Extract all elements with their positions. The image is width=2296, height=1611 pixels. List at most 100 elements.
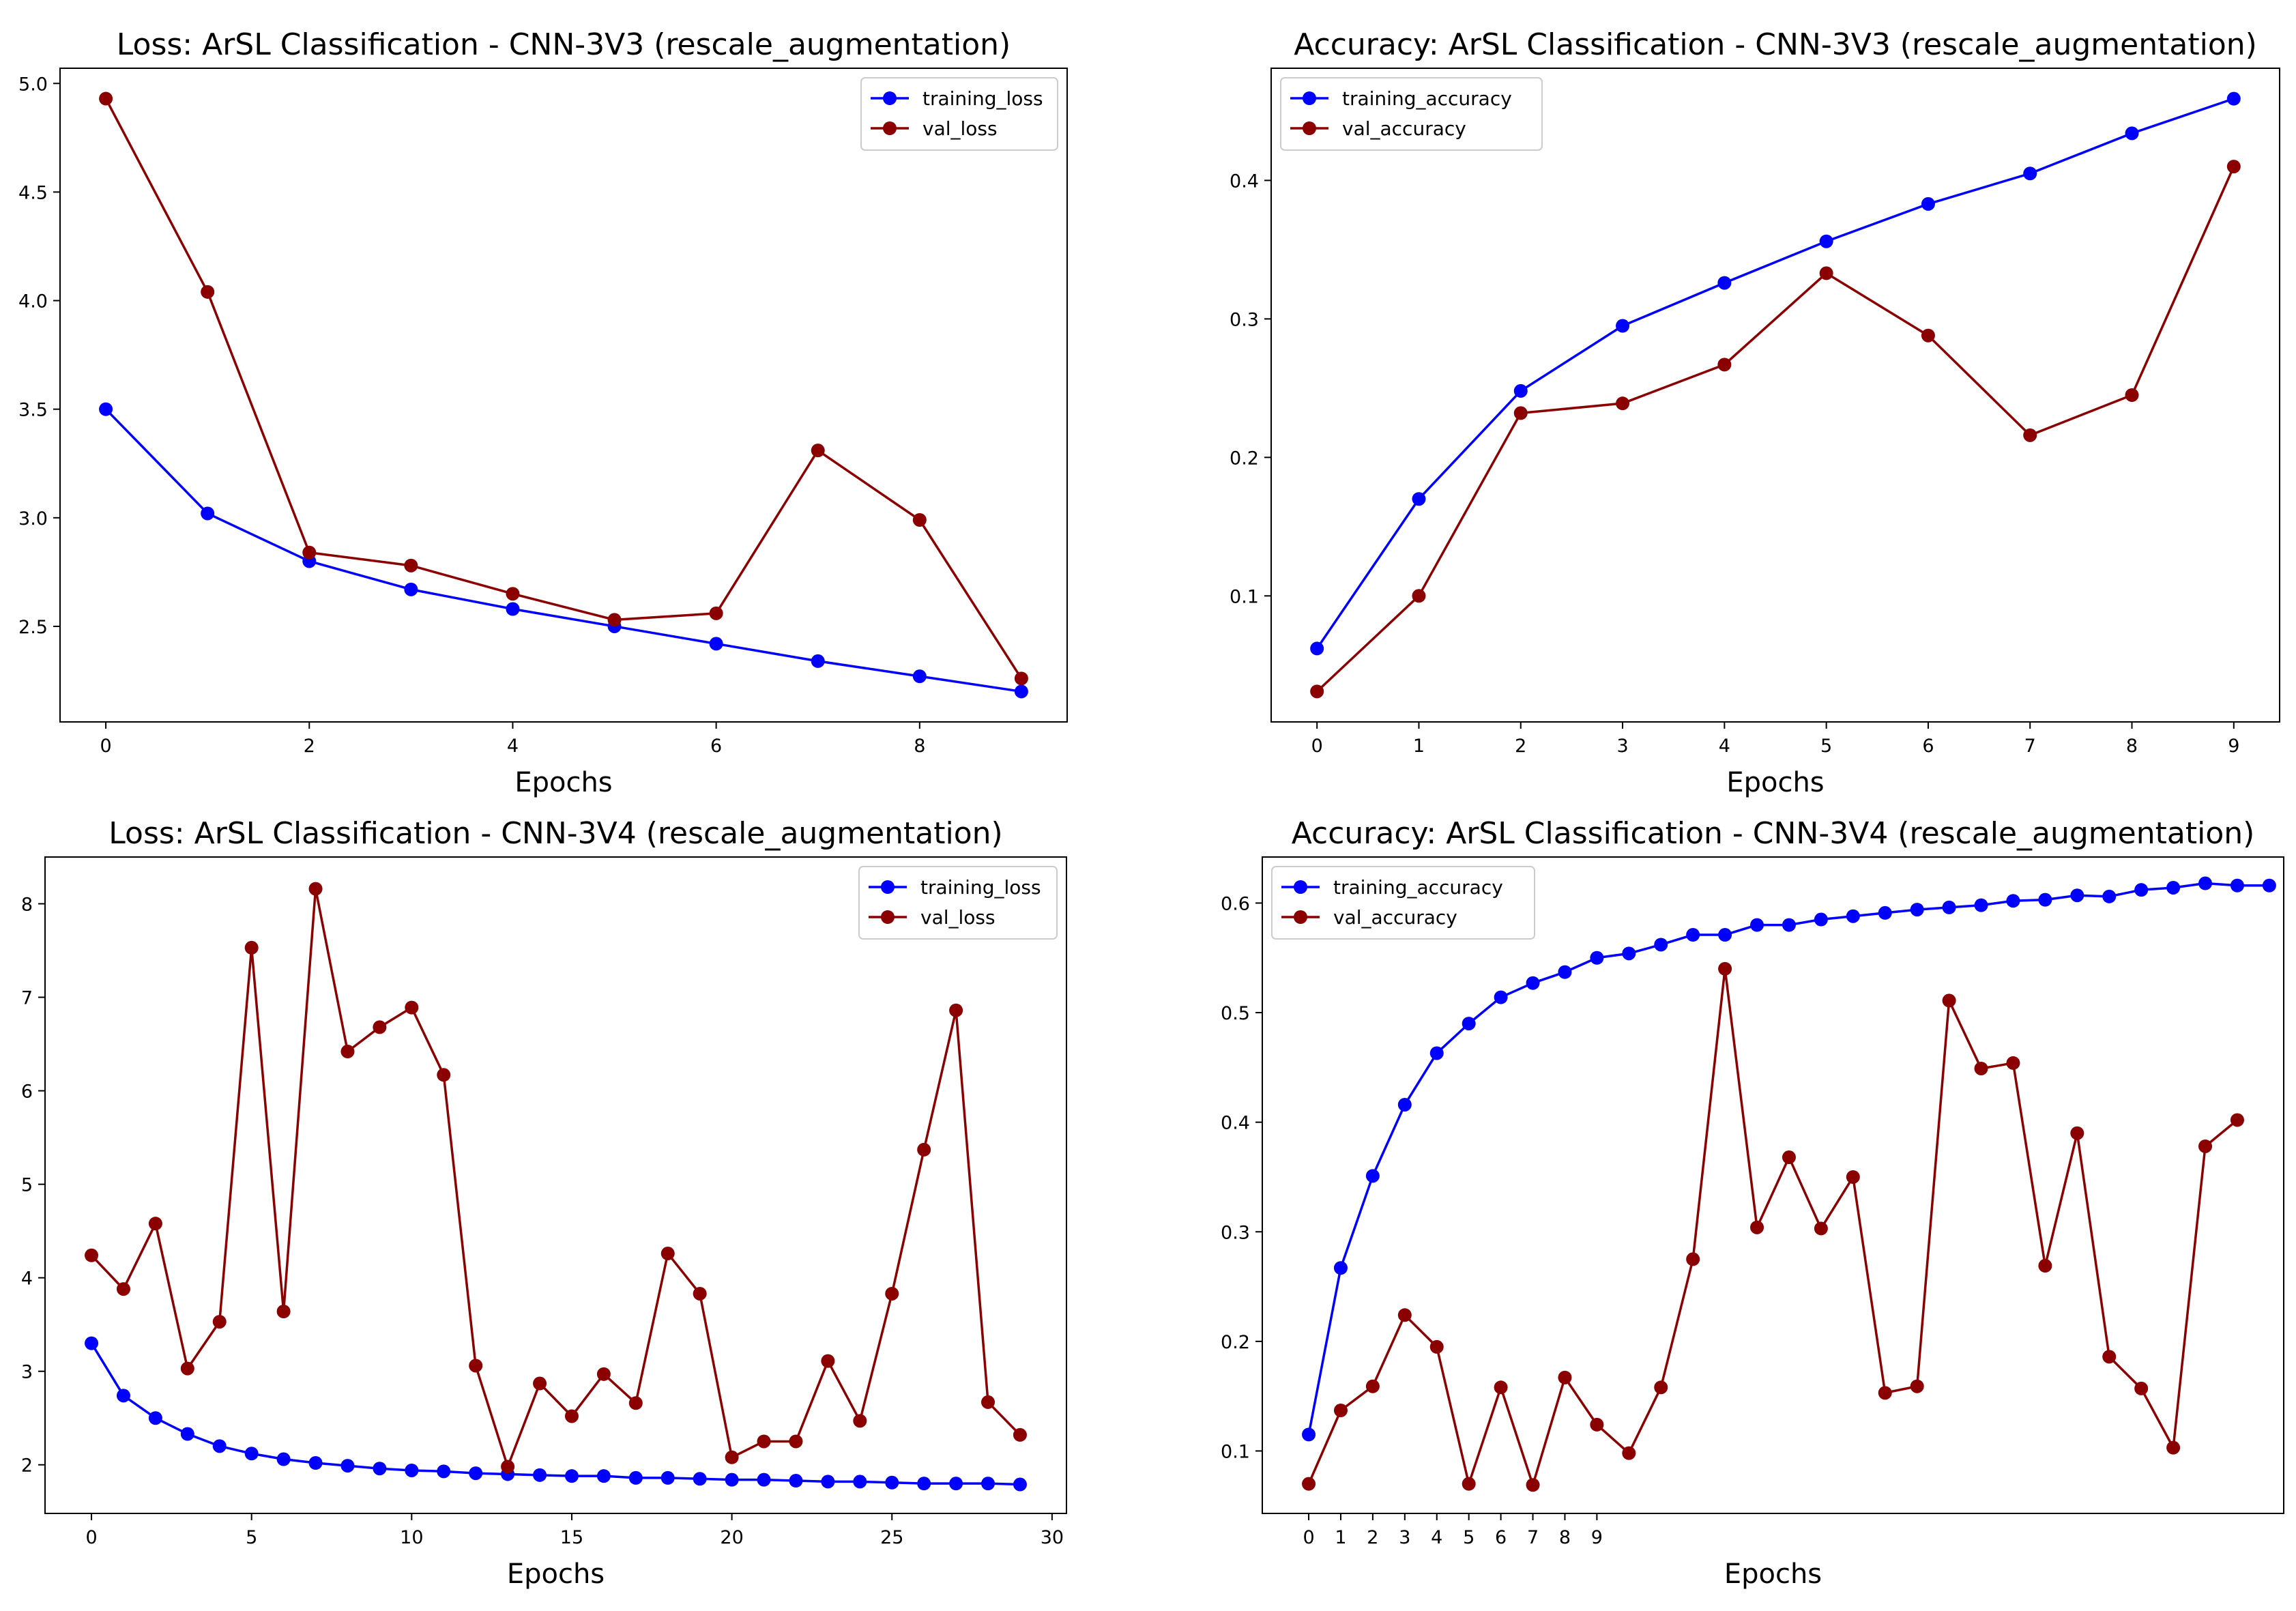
training_loss-point xyxy=(789,1474,803,1488)
training_accuracy-point xyxy=(1819,234,1833,248)
training_accuracy-point xyxy=(1654,938,1668,952)
training_loss-point xyxy=(99,402,113,416)
y-tick-label: 0.5 xyxy=(1221,1003,1250,1024)
y-tick-label: 0.1 xyxy=(1230,586,1259,607)
training_loss-point xyxy=(85,1336,99,1350)
val_accuracy-point xyxy=(1910,1379,1924,1393)
x-tick-label: 3 xyxy=(1616,736,1628,757)
x-tick-label: 6 xyxy=(1495,1527,1507,1548)
chart-3: Loss: ArSL Classification - CNN-3V4 (res… xyxy=(21,816,1067,1590)
training_loss-point xyxy=(116,1389,130,1403)
y-tick-label: 8 xyxy=(21,895,33,916)
val_accuracy-point xyxy=(2102,1350,2117,1364)
val_accuracy-point xyxy=(1718,961,1732,976)
val_loss-point xyxy=(596,1367,611,1381)
training_loss-point xyxy=(373,1462,387,1476)
training_accuracy-point xyxy=(1513,383,1528,398)
legend-swatch-marker xyxy=(883,121,897,135)
legend-label: val_accuracy xyxy=(1342,117,1466,140)
x-tick-label: 1 xyxy=(1335,1527,1346,1548)
y-tick-label: 2 xyxy=(21,1455,33,1477)
x-tick-label: 4 xyxy=(507,736,519,757)
val_loss-point xyxy=(912,513,927,527)
training_accuracy-point xyxy=(1558,965,1572,979)
val_loss-point xyxy=(276,1305,291,1318)
val_accuracy-point xyxy=(1333,1404,1348,1418)
series-val_accuracy xyxy=(1302,961,2244,1492)
legend-box xyxy=(860,77,1058,151)
training_accuracy-point xyxy=(2134,883,2149,897)
x-tick-label: 7 xyxy=(2024,736,2036,757)
val_loss-point xyxy=(404,558,418,572)
training_accuracy-point xyxy=(2198,876,2213,890)
x-axis-label: Epochs xyxy=(1724,1558,1822,1590)
y-tick-label: 0.2 xyxy=(1230,448,1259,469)
val_loss-point xyxy=(99,91,113,106)
val_accuracy-point xyxy=(1686,1252,1700,1266)
x-axis-label: Epochs xyxy=(507,1558,605,1590)
legend-label: training_loss xyxy=(922,87,1043,110)
val_accuracy-point xyxy=(2134,1381,2149,1395)
x-tick-label: 0 xyxy=(85,1527,97,1548)
x-tick-label: 25 xyxy=(880,1527,903,1548)
training_accuracy-point xyxy=(1846,909,1860,923)
val_loss-point xyxy=(811,444,825,458)
x-tick-label: 0 xyxy=(1303,1527,1314,1548)
series-val_loss xyxy=(85,882,1027,1474)
chart-4: Accuracy: ArSL Classification - CNN-3V4 … xyxy=(1221,816,2284,1590)
val_loss-point xyxy=(725,1450,739,1464)
x-tick-label: 5 xyxy=(1463,1527,1474,1548)
val_loss-point xyxy=(212,1315,227,1329)
axes-frame xyxy=(1262,856,2284,1514)
legend-swatch-marker xyxy=(881,880,895,894)
training_loss-point xyxy=(1014,684,1028,699)
axes-frame xyxy=(59,68,1068,723)
training_loss-point xyxy=(506,602,520,616)
val_loss-point xyxy=(1013,1427,1027,1442)
x-tick-label: 2 xyxy=(1515,736,1526,757)
training_accuracy-point xyxy=(1921,197,1935,211)
x-tick-label: 3 xyxy=(1399,1527,1410,1548)
training_loss-point xyxy=(821,1475,835,1489)
series-training_accuracy xyxy=(1302,876,2276,1442)
training_loss-point xyxy=(533,1468,547,1482)
val_accuracy-line xyxy=(1307,968,2239,1486)
chart-2: Accuracy: ArSL Classification - CNN-3V3 … xyxy=(1230,27,2280,798)
training_loss-point xyxy=(660,1470,675,1485)
y-tick-label: 4.0 xyxy=(18,291,48,313)
y-tick-label: 0.3 xyxy=(1221,1222,1250,1243)
chart-title: Loss: ArSL Classification - CNN-3V4 (res… xyxy=(108,816,1002,851)
val_accuracy-point xyxy=(1622,1446,1636,1460)
legend-swatch-marker xyxy=(1303,91,1316,105)
x-tick-label: 5 xyxy=(1820,736,1832,757)
y-tick-label: 6 xyxy=(21,1082,33,1103)
training_accuracy-point xyxy=(1717,276,1732,290)
val_loss-point xyxy=(853,1414,867,1428)
y-tick-label: 4 xyxy=(21,1268,33,1290)
legend-label: training_loss xyxy=(920,876,1041,899)
training_accuracy-point xyxy=(2006,894,2020,908)
legend: training_loss val_loss xyxy=(858,866,1058,940)
val_accuracy-point xyxy=(1462,1477,1476,1491)
legend-swatch-marker xyxy=(883,91,897,105)
val_accuracy-point xyxy=(1429,1339,1444,1354)
x-tick-label: 15 xyxy=(560,1527,583,1548)
y-tick-label: 4.5 xyxy=(18,182,48,203)
val_loss-line xyxy=(90,887,1021,1468)
val_loss-point xyxy=(373,1020,387,1034)
training_accuracy-point xyxy=(2230,878,2244,892)
val_accuracy-point xyxy=(2023,428,2037,442)
training_loss-point xyxy=(308,1456,323,1470)
val_loss-point xyxy=(180,1361,194,1376)
training_loss-point xyxy=(853,1475,867,1489)
y-tick-label: 3.0 xyxy=(18,508,48,529)
training_accuracy-point xyxy=(1412,492,1426,506)
x-tick-label: 9 xyxy=(2228,736,2239,757)
val_loss-point xyxy=(340,1045,355,1059)
val_accuracy-point xyxy=(2226,160,2241,174)
y-tick-label: 0.4 xyxy=(1230,171,1259,192)
training_accuracy-point xyxy=(1462,1017,1476,1031)
training_accuracy-point xyxy=(1750,918,1764,932)
